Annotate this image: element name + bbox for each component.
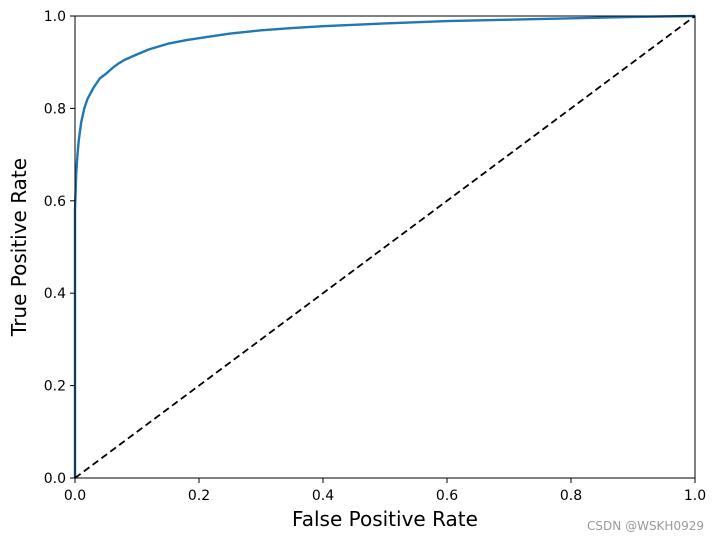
x-tick-label: 1.0	[684, 488, 706, 504]
y-tick-label: 0.4	[44, 286, 66, 302]
x-axis-ticks: 0.0 0.2 0.4 0.6 0.8 1.0	[64, 478, 706, 504]
y-axis-label: True Positive Rate	[7, 158, 31, 337]
y-tick-label: 0.0	[44, 471, 66, 487]
y-tick-label: 0.6	[44, 194, 66, 210]
x-axis-label: False Positive Rate	[292, 507, 478, 531]
x-tick-label: 0.0	[64, 488, 86, 504]
y-axis-ticks: 0.0 0.2 0.4 0.6 0.8 1.0	[44, 9, 75, 487]
roc-curve-line	[73, 14, 696, 478]
x-tick-label: 0.2	[188, 488, 210, 504]
chance-diagonal-line	[74, 15, 696, 479]
x-tick-label: 0.4	[312, 488, 334, 504]
plot-frame	[74, 15, 696, 479]
series-layer	[73, 14, 696, 479]
x-tick-label: 0.8	[560, 488, 582, 504]
watermark-text: CSDN @WSKH0929	[587, 519, 704, 533]
y-tick-label: 1.0	[44, 9, 66, 25]
y-tick-label: 0.2	[44, 379, 66, 395]
y-tick-label: 0.8	[44, 101, 66, 117]
x-tick-label: 0.6	[436, 488, 458, 504]
